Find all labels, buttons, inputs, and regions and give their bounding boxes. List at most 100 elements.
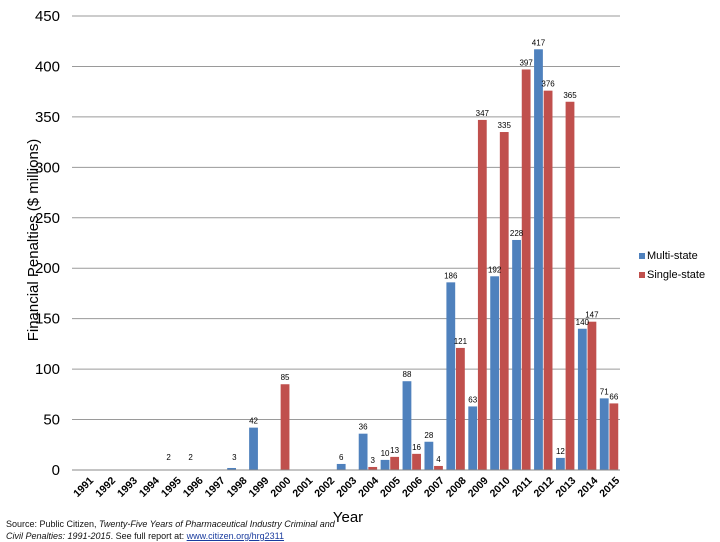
data-label: 365 — [563, 91, 577, 100]
source-prefix: Source: Public Citizen, — [6, 519, 100, 529]
data-label: 4 — [436, 455, 441, 464]
legend-swatch-single-state — [639, 272, 645, 278]
source-suffix: . See full report at: — [110, 531, 187, 541]
data-label: 2 — [188, 453, 193, 462]
data-label: 397 — [519, 58, 533, 67]
legend-swatch-multi-state — [639, 253, 645, 259]
bar-multi-state-2006 — [402, 381, 412, 470]
bar-single-state-2005 — [390, 456, 400, 470]
data-label: 63 — [468, 395, 477, 404]
x-tick-label: 2004 — [356, 475, 381, 500]
x-tick-label: 1994 — [137, 475, 162, 500]
data-label: 147 — [585, 311, 599, 320]
y-tick-label: 300 — [35, 159, 60, 176]
x-tick-label: 2006 — [400, 475, 425, 500]
x-tick-label: 1999 — [247, 475, 272, 500]
y-tick-label: 400 — [35, 58, 60, 75]
bar-multi-state-2004 — [358, 433, 368, 470]
bar-multi-state-2014 — [577, 328, 587, 470]
legend-label: Single-state — [647, 269, 705, 281]
x-tick-label: 2014 — [575, 475, 600, 500]
legend-label: Multi-state — [647, 250, 698, 262]
data-label: 88 — [403, 370, 412, 379]
data-label: 85 — [281, 373, 290, 382]
bar-multi-state-2010 — [490, 276, 500, 470]
data-label: 12 — [556, 447, 565, 456]
bar-single-state-2014 — [587, 321, 597, 470]
data-label: 376 — [541, 80, 555, 89]
source-note: Source: Public Citizen, Twenty-Five Year… — [6, 518, 336, 542]
data-label: 13 — [390, 446, 399, 455]
x-tick-label: 1993 — [115, 475, 140, 500]
bar-multi-state-2015 — [599, 398, 609, 470]
x-tick-label: 2011 — [510, 475, 535, 500]
x-tick-label: 2009 — [466, 475, 491, 500]
bar-multi-state-2007 — [424, 441, 434, 470]
source-report-title: Twenty-Five Years of Pharmaceutical Indu… — [6, 519, 335, 541]
legend: Multi-state Single-state — [639, 250, 705, 281]
y-tick-label: 150 — [35, 311, 60, 328]
data-label: 6 — [339, 453, 344, 462]
bar-single-state-2009 — [477, 119, 487, 470]
data-label: 140 — [576, 318, 590, 327]
y-tick-label: 200 — [35, 260, 60, 277]
data-label: 2 — [166, 453, 171, 462]
data-label: 16 — [412, 443, 421, 452]
x-tick-label: 1995 — [159, 475, 184, 500]
bar-multi-state-2013 — [556, 457, 565, 470]
data-label: 36 — [359, 423, 368, 432]
x-axis-title: Year — [333, 509, 363, 526]
data-label: 186 — [444, 271, 458, 280]
bar-multi-state-2008 — [446, 282, 456, 470]
bar-single-state-2015 — [609, 403, 619, 470]
y-tick-labels: 0 50 100 150 200 250 300 350 400 450 — [35, 8, 60, 479]
x-tick-label: 1996 — [181, 475, 206, 500]
bar-multi-state-2005 — [380, 459, 390, 470]
data-label: 3 — [370, 456, 375, 465]
bars — [227, 49, 619, 471]
x-tick-labels: 1991199219931994199519961997199819992000… — [71, 475, 622, 500]
x-tick-label: 1991 — [71, 475, 96, 500]
x-tick-label: 2008 — [444, 475, 469, 500]
x-tick-label: 2005 — [378, 475, 403, 500]
bar-multi-state-1998 — [227, 467, 236, 470]
data-label: 228 — [510, 229, 524, 238]
y-tick-label: 350 — [35, 109, 60, 126]
x-tick-label: 2000 — [268, 475, 293, 500]
data-label: 417 — [532, 38, 546, 47]
x-tick-label: 2002 — [312, 475, 337, 500]
x-tick-label: 2012 — [531, 475, 556, 500]
x-tick-label: 2013 — [553, 475, 578, 500]
x-tick-label: 2003 — [334, 475, 359, 500]
bar-single-state-2011 — [521, 69, 531, 471]
bar-single-state-2012 — [543, 90, 553, 470]
bar-single-state-2007 — [434, 465, 443, 470]
y-tick-label: 50 — [43, 412, 60, 429]
data-label: 66 — [609, 392, 618, 401]
data-label: 347 — [476, 109, 490, 118]
bar-multi-state-2012 — [534, 49, 543, 470]
x-tick-label: 1998 — [225, 475, 250, 500]
data-label: 28 — [424, 431, 433, 440]
bar-single-state-2008 — [456, 347, 465, 470]
data-label: 192 — [488, 265, 502, 274]
x-tick-label: 2015 — [597, 475, 622, 500]
source-link[interactable]: www.citizen.org/hrg2311 — [186, 531, 285, 541]
bar-single-state-2006 — [412, 453, 421, 470]
x-tick-label: 2010 — [488, 475, 513, 500]
data-label: 42 — [249, 417, 258, 426]
bar-multi-state-2011 — [512, 239, 521, 470]
bar-single-state-2013 — [565, 101, 575, 470]
gridlines — [72, 15, 620, 471]
bar-single-state-2000 — [280, 384, 290, 470]
x-tick-label: 2001 — [290, 475, 315, 500]
data-label: 335 — [498, 121, 512, 130]
bar-multi-state-1999 — [249, 427, 258, 470]
x-tick-label: 1997 — [203, 475, 228, 500]
data-label: 10 — [381, 449, 390, 458]
data-label: 3 — [232, 453, 237, 462]
bar-single-state-2010 — [499, 132, 509, 470]
data-label: 121 — [454, 337, 468, 346]
bar-single-state-2004 — [368, 466, 378, 470]
